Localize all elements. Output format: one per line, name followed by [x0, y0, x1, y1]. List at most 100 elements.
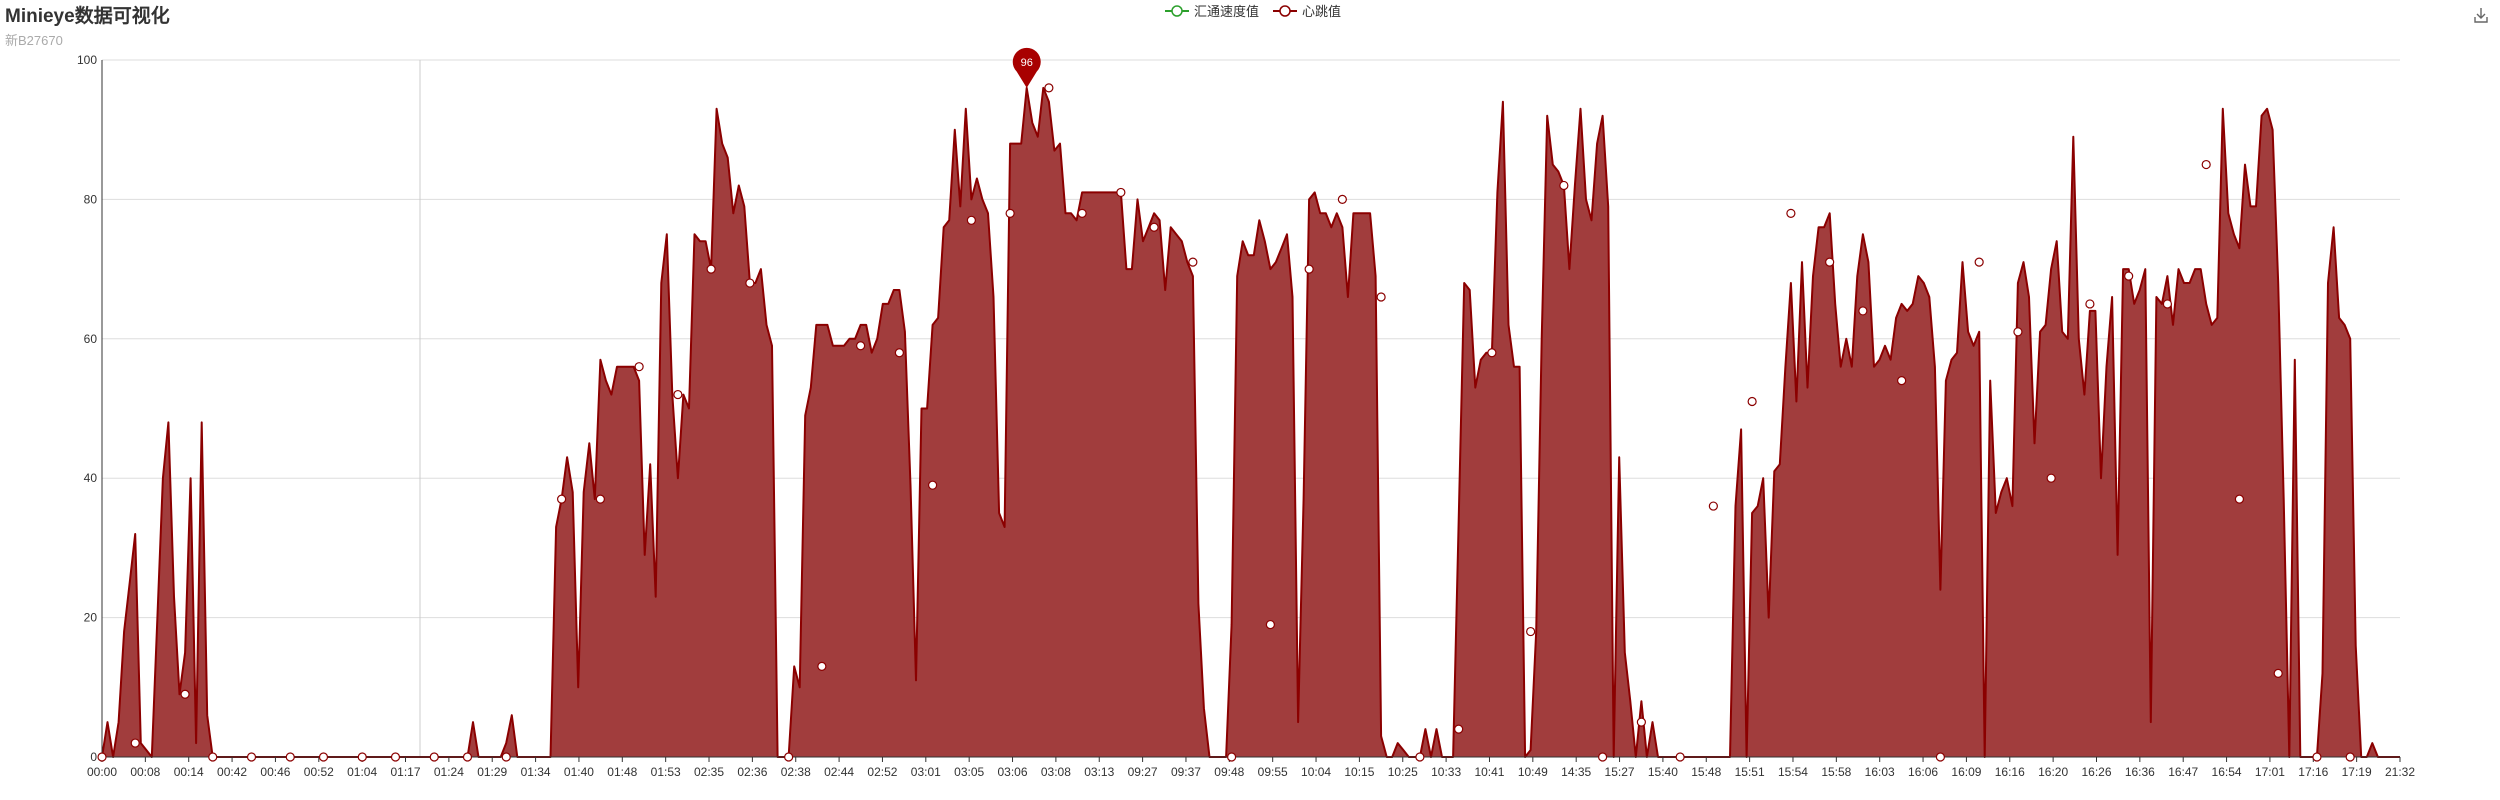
data-point	[1454, 724, 1464, 734]
x-tick-label: 15:40	[1648, 765, 1678, 779]
data-point	[1188, 257, 1198, 267]
data-point	[706, 264, 716, 274]
data-point	[2085, 299, 2095, 309]
data-point	[634, 362, 644, 372]
data-point	[2312, 752, 2322, 762]
data-point	[784, 752, 794, 762]
data-point	[1044, 83, 1054, 93]
data-point	[1935, 752, 1946, 762]
data-point	[1708, 501, 1718, 511]
data-point	[1559, 180, 1569, 191]
x-tick-label: 09:48	[1214, 765, 1244, 779]
data-point	[1974, 257, 1984, 267]
x-tick-label: 03:06	[998, 765, 1028, 779]
data-point	[1825, 257, 1835, 267]
x-tick-label: 00:52	[304, 765, 334, 779]
chart-title: Minieye数据可视化	[5, 6, 170, 27]
data-point	[1526, 626, 1536, 637]
x-tick-label: 09:27	[1128, 765, 1158, 779]
data-point	[1304, 264, 1314, 274]
x-tick-label: 14:35	[1561, 765, 1591, 779]
data-point	[429, 752, 439, 762]
data-point	[2234, 494, 2245, 504]
y-tick-label: 100	[77, 53, 97, 67]
y-tick-label: 80	[84, 192, 98, 206]
x-tick-label: 16:36	[2125, 765, 2155, 779]
x-tick-label: 00:00	[87, 765, 117, 779]
data-point	[1149, 222, 1159, 232]
x-tick-label: 10:33	[1431, 765, 1461, 779]
x-tick-label: 01:34	[521, 765, 551, 779]
x-tick-label: 03:08	[1041, 765, 1071, 779]
x-tick-label: 16:03	[1865, 765, 1895, 779]
y-tick-label: 20	[84, 611, 98, 625]
max-marker-label: 96	[1021, 57, 1033, 69]
x-tick-label: 16:20	[2038, 765, 2068, 779]
data-point	[2162, 299, 2173, 309]
data-point	[1265, 619, 1275, 630]
x-tick-label: 03:01	[911, 765, 941, 779]
x-tick-label: 01:40	[564, 765, 594, 779]
x-tick-label: 16:09	[1951, 765, 1981, 779]
data-point	[390, 752, 401, 762]
legend-speed-marker-icon	[1165, 4, 1189, 17]
legend-heartbeat-marker-icon	[1273, 4, 1298, 17]
data-point	[357, 752, 367, 762]
x-tick-label: 15:27	[1605, 765, 1635, 779]
x-tick-label: 01:48	[607, 765, 637, 779]
data-point	[2013, 327, 2023, 337]
x-tick-label: 16:54	[2212, 765, 2242, 779]
y-tick-label: 60	[84, 332, 98, 346]
data-point	[745, 278, 755, 288]
data-point	[246, 752, 257, 762]
data-point	[501, 752, 511, 762]
data-point	[894, 348, 904, 358]
x-tick-label: 16:16	[1995, 765, 2025, 779]
data-point	[1858, 306, 1868, 316]
data-point	[673, 389, 683, 400]
x-tick-label: 10:15	[1344, 765, 1374, 779]
data-point	[1376, 292, 1386, 302]
data-point	[1897, 376, 1907, 386]
data-point	[2345, 752, 2355, 762]
data-point	[966, 215, 976, 225]
data-point	[2273, 668, 2283, 678]
data-point	[1415, 752, 1425, 762]
data-point	[97, 752, 107, 762]
data-point	[318, 752, 329, 762]
x-tick-label: 16:06	[1908, 765, 1938, 779]
max-marker-pin	[1012, 47, 1041, 88]
data-point	[556, 494, 567, 504]
data-point	[2201, 159, 2211, 170]
chart-subtitle: 新B27670	[5, 33, 63, 48]
data-point	[2124, 271, 2134, 281]
data-point	[1747, 396, 1757, 407]
data-point	[130, 738, 140, 748]
legend-item-speed[interactable]: 汇通速度值	[1165, 1, 1259, 20]
x-tick-label: 16:26	[2081, 765, 2111, 779]
x-tick-label: 15:48	[1691, 765, 1721, 779]
data-point	[1598, 752, 1608, 762]
data-point	[817, 661, 827, 671]
data-point	[285, 752, 295, 762]
x-tick-label: 01:24	[434, 765, 464, 779]
data-point	[928, 480, 938, 490]
x-tick-label: 10:25	[1388, 765, 1418, 779]
x-tick-label: 09:55	[1258, 765, 1288, 779]
x-tick-label: 03:13	[1084, 765, 1114, 779]
data-point	[1005, 208, 1015, 218]
legend-item-heartbeat[interactable]: 心跳值	[1273, 1, 1341, 20]
x-tick-label: 00:46	[260, 765, 290, 779]
x-tick-label: 02:52	[867, 765, 897, 779]
heartbeat-area	[102, 87, 2400, 757]
data-point	[180, 689, 190, 699]
x-tick-label: 17:16	[2298, 765, 2328, 779]
x-tick-label: 01:17	[390, 765, 420, 779]
data-point	[2046, 473, 2056, 483]
legend-heartbeat-label: 心跳值	[1302, 4, 1342, 19]
download-icon[interactable]	[2472, 6, 2490, 24]
x-tick-label: 00:42	[217, 765, 247, 779]
x-tick-label: 01:53	[651, 765, 681, 779]
x-tick-label: 01:04	[347, 765, 377, 779]
